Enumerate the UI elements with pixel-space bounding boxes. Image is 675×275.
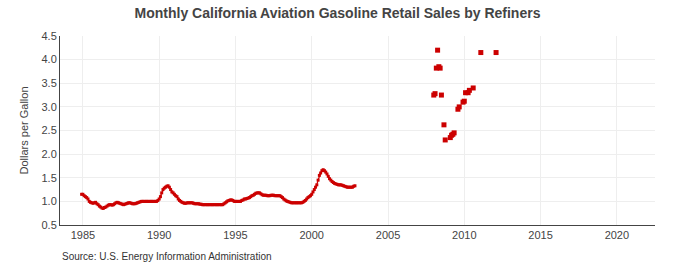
svg-text:2020: 2020: [605, 229, 629, 241]
svg-text:3.0: 3.0: [42, 101, 57, 113]
svg-text:2.5: 2.5: [42, 124, 57, 136]
svg-text:2000: 2000: [299, 229, 323, 241]
svg-text:Dollars per Gallon: Dollars per Gallon: [18, 86, 30, 174]
svg-text:1990: 1990: [147, 229, 171, 241]
svg-text:0.5: 0.5: [42, 219, 57, 231]
svg-text:1985: 1985: [71, 229, 95, 241]
svg-text:1995: 1995: [223, 229, 247, 241]
svg-text:4.0: 4.0: [42, 53, 57, 65]
svg-text:2.0: 2.0: [42, 148, 57, 160]
svg-text:2005: 2005: [376, 229, 400, 241]
svg-text:3.5: 3.5: [42, 77, 57, 89]
svg-text:2015: 2015: [528, 229, 552, 241]
svg-text:2010: 2010: [452, 229, 476, 241]
svg-text:1.5: 1.5: [42, 172, 57, 184]
svg-text:Monthly California Aviation Ga: Monthly California Aviation Gasoline Ret…: [135, 5, 541, 21]
svg-text:4.5: 4.5: [42, 30, 57, 42]
svg-text:Source: U.S. Energy Informatio: Source: U.S. Energy Information Administ…: [62, 251, 272, 262]
svg-text:1.0: 1.0: [42, 195, 57, 207]
